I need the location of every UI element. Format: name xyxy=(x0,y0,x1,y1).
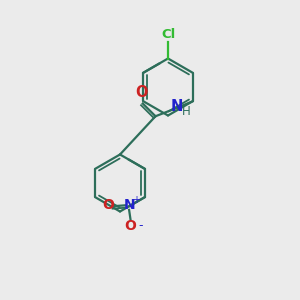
Text: -: - xyxy=(138,219,142,232)
Text: O: O xyxy=(102,198,114,212)
Text: O: O xyxy=(125,219,136,233)
Text: N: N xyxy=(171,100,183,115)
Text: O: O xyxy=(135,85,148,100)
Text: +: + xyxy=(132,195,140,205)
Text: H: H xyxy=(182,105,191,118)
Text: N: N xyxy=(123,198,135,212)
Text: Cl: Cl xyxy=(161,28,175,40)
